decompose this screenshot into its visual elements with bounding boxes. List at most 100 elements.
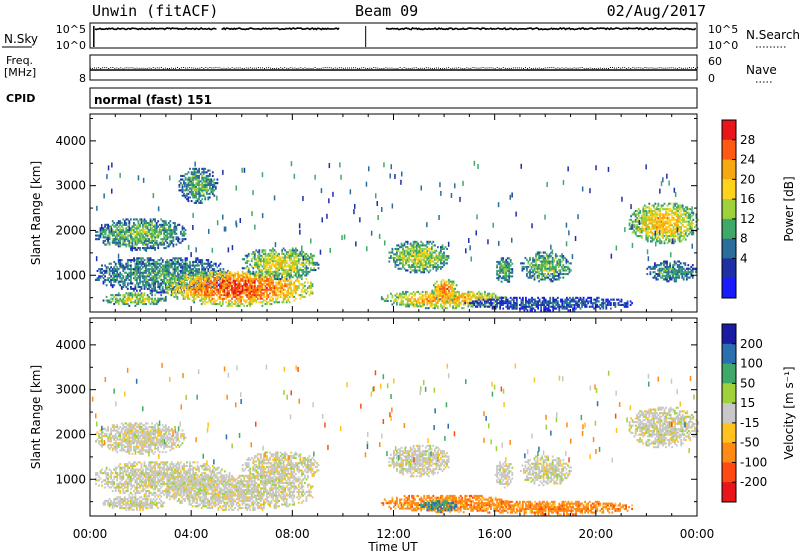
power-cell [164,230,167,233]
power-cell [184,269,187,272]
power-cell [276,283,279,286]
power-cell [417,269,420,272]
power-cell [145,269,147,272]
power-cell [437,256,439,259]
power-cell [525,305,527,308]
power-cell [246,254,249,257]
power-cell [445,298,447,301]
power-cell [293,263,296,266]
power-cell [188,288,191,291]
power-cell [116,243,119,246]
power-cell [185,276,188,279]
power-cell [529,273,531,276]
power-cell [426,292,429,295]
power-cell [310,256,312,259]
power-cell [429,253,432,256]
power-cell [136,278,138,281]
power-cell [261,272,264,275]
power-cell [160,294,163,297]
power-cell [238,276,241,279]
power-cell [214,285,217,288]
power-cell [152,243,155,246]
power-cell [534,298,536,301]
power-cell [584,300,586,303]
power-cell [140,238,143,241]
power-cell [488,302,491,305]
power-cell [444,307,447,310]
power-cell [417,256,420,259]
power-cell [207,189,210,192]
power-cell [426,301,429,304]
power-cell [272,251,274,254]
power-cell [196,178,199,181]
power-cell [136,218,138,221]
power-cell [446,301,448,304]
power-cell [412,298,415,301]
power-cell [546,307,549,310]
power-cell [235,295,238,298]
power-cell [532,307,535,310]
power-cell [169,229,172,232]
power-cell [415,253,418,256]
power-cell [317,267,320,270]
power-cell [208,187,211,190]
power-cell [426,303,429,306]
power-cell [225,272,227,275]
power-cell [284,249,286,252]
power-cell [134,218,137,221]
power-cell [137,268,140,271]
power-cell [217,303,220,306]
power-cell [244,276,247,279]
power-cell [412,246,415,249]
power-cell [493,307,495,310]
power-cell [214,272,217,275]
power-cell [418,251,421,254]
power-cell [553,302,556,305]
power-cell [432,255,435,258]
power-cell [255,286,258,289]
power-cell [197,272,200,275]
power-cell [258,263,261,266]
power-cell [175,257,178,260]
power-cell [143,230,146,233]
power-cell [163,278,166,281]
power-cell [567,305,570,308]
power-cell [478,296,480,299]
power-cell [191,288,194,291]
power-cell [538,265,540,268]
power-cell [400,246,403,249]
power-cell [195,183,197,186]
power-cell [244,292,247,295]
power-cell [246,265,249,268]
power-cell [430,260,433,263]
power-cell [171,281,174,284]
power-cell [576,300,579,303]
power-cell [493,301,495,304]
power-cell [434,286,437,289]
power-cell [232,292,235,295]
power-cell [417,244,420,247]
power-cell [288,254,291,257]
power-cell [443,264,445,267]
power-cell [555,302,558,305]
power-cell [184,238,187,241]
power-cell [222,285,224,288]
power-cell [481,299,483,302]
power-cell [137,303,140,306]
power-cell [111,238,114,241]
power-cell [190,182,193,185]
power-cell [176,295,179,298]
power-cell [107,301,109,304]
power-cell [272,270,274,273]
power-cell [520,303,523,306]
power-cell [128,304,131,307]
power-cell [174,223,176,226]
power-cell [539,265,542,268]
power-cell [284,285,286,288]
power-cell [530,267,533,270]
power-cell [223,272,226,275]
power-cell [534,309,536,312]
power-cell [532,260,534,263]
power-cell [273,286,276,289]
power-cell [496,271,498,274]
